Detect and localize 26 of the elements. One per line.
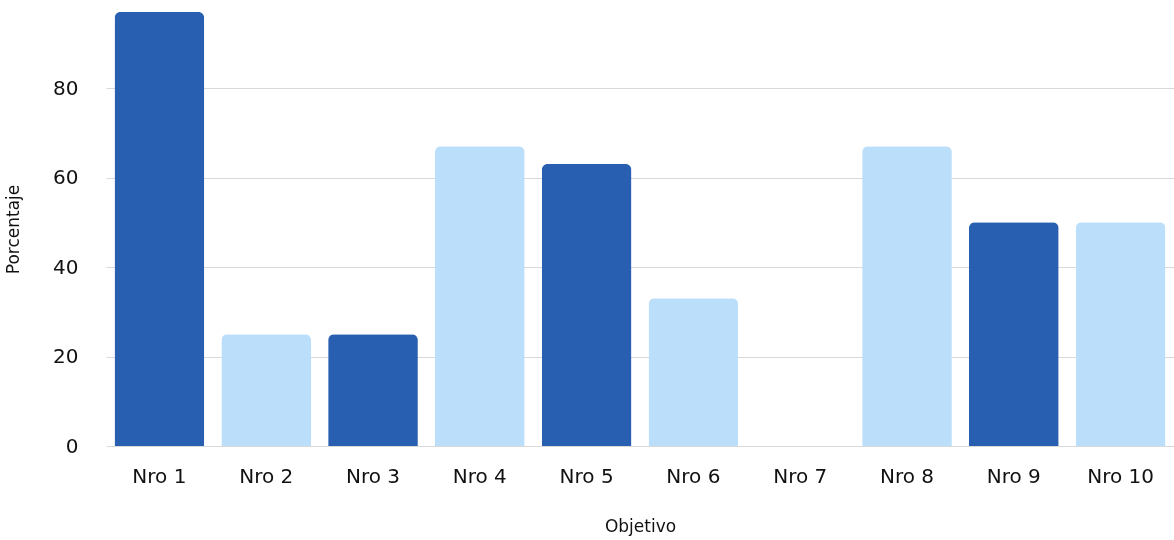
x-tick-label: Nro 2 [239, 463, 294, 488]
x-tick-label: Nro 6 [666, 463, 721, 488]
bar [862, 146, 952, 446]
bar [221, 334, 312, 446]
x-tick-label: Nro 10 [1087, 463, 1154, 488]
bar [328, 334, 418, 446]
x-tick-label: Nro 5 [559, 463, 614, 488]
x-tick-label: Nro 3 [345, 463, 401, 488]
y-tick-label: 60 [53, 165, 79, 190]
y-axis-title: Porcentaje [3, 184, 24, 275]
bar [114, 12, 205, 446]
y-tick-label: 40 [53, 254, 79, 279]
x-tick-label: Nro 9 [986, 463, 1041, 488]
x-axis-title: Objetivo [604, 515, 677, 536]
x-tick-label: Nro 8 [879, 463, 935, 488]
x-tick-label: Nro 1 [132, 463, 187, 488]
bar [968, 222, 1059, 446]
bar [541, 164, 632, 446]
x-tick-label: Nro 4 [452, 463, 507, 488]
bar [1075, 222, 1166, 446]
bar [648, 298, 739, 446]
y-tick-label: 80 [53, 75, 79, 100]
x-tick-label: Nro 7 [773, 463, 828, 488]
bar [434, 146, 525, 446]
y-tick-label: 0 [65, 433, 79, 458]
y-tick-label: 20 [53, 344, 79, 369]
